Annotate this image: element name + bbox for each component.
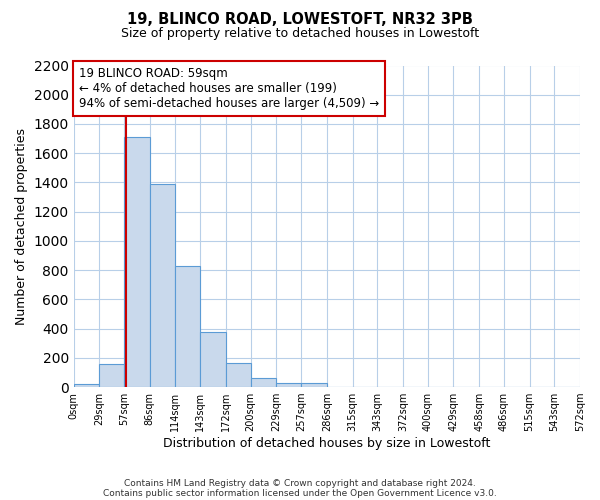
Bar [301,384,327,387]
Bar [74,384,100,387]
Y-axis label: Number of detached properties: Number of detached properties [15,128,28,325]
Text: 19 BLINCO ROAD: 59sqm
← 4% of detached houses are smaller (199)
94% of semi-deta: 19 BLINCO ROAD: 59sqm ← 4% of detached h… [79,67,379,110]
Bar [277,382,301,387]
X-axis label: Distribution of detached houses by size in Lowestoft: Distribution of detached houses by size … [163,437,491,450]
Bar [100,364,124,387]
Bar [150,184,175,387]
Bar [175,266,200,387]
Text: Contains HM Land Registry data © Crown copyright and database right 2024.: Contains HM Land Registry data © Crown c… [124,478,476,488]
Text: 19, BLINCO ROAD, LOWESTOFT, NR32 3PB: 19, BLINCO ROAD, LOWESTOFT, NR32 3PB [127,12,473,28]
Text: Contains public sector information licensed under the Open Government Licence v3: Contains public sector information licen… [103,488,497,498]
Bar [200,332,226,387]
Bar [226,363,251,387]
Text: Size of property relative to detached houses in Lowestoft: Size of property relative to detached ho… [121,28,479,40]
Bar [251,378,277,387]
Bar [124,137,150,387]
